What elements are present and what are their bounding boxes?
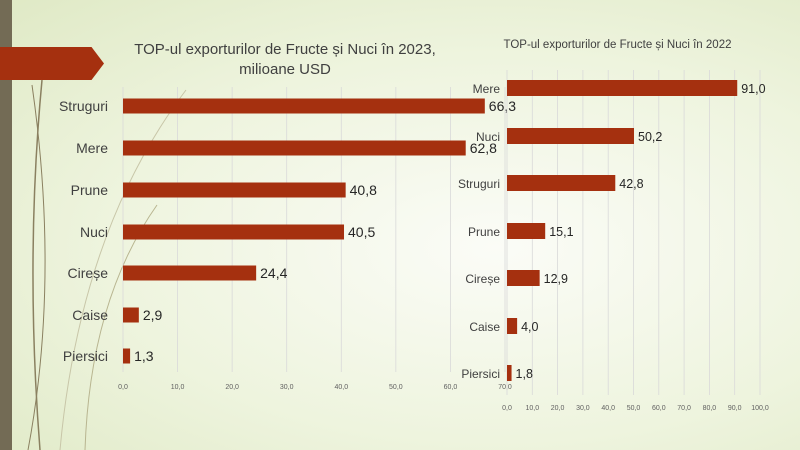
category-label: Caise [469, 320, 500, 334]
bar-cireșe [507, 270, 540, 286]
data-label: 42,8 [619, 177, 643, 191]
x-tick-label: 100,0 [751, 405, 769, 412]
data-label: 91,0 [741, 82, 765, 96]
x-tick-label: 30,0 [280, 384, 294, 391]
chart-2022-title: TOP-ul exporturilor de Fructe și Nuci în… [503, 39, 732, 51]
x-tick-label: 0,0 [502, 405, 512, 412]
chart-2023-title: TOP-ul exporturilor de Fructe și Nuci în… [110, 40, 460, 80]
data-label: 1,8 [516, 367, 533, 381]
category-label: Cireșe [465, 272, 500, 286]
category-label: Nuci [80, 224, 108, 240]
x-tick-label: 80,0 [703, 405, 717, 412]
category-label: Piersici [63, 348, 108, 364]
category-label: Mere [76, 140, 108, 156]
x-tick-label: 10,0 [525, 405, 539, 412]
x-tick-label: 30,0 [576, 405, 590, 412]
bar-mere [123, 140, 466, 156]
x-tick-label: 70,0 [677, 405, 691, 412]
bar-prune [507, 223, 546, 239]
data-label: 2,9 [143, 307, 163, 323]
title-arrow-shape [0, 47, 104, 80]
accent-stripe [0, 0, 12, 450]
bar-caise [123, 307, 139, 323]
category-label: Mere [473, 82, 501, 96]
data-label: 66,3 [489, 98, 516, 114]
x-tick-label: 0,0 [118, 384, 128, 391]
category-label: Cireșe [68, 265, 109, 281]
x-tick-label: 40,0 [334, 384, 348, 391]
bar-piersici [123, 348, 131, 364]
x-tick-label: 50,0 [389, 384, 403, 391]
bar-nuci [123, 224, 345, 240]
bar-struguri [123, 98, 485, 114]
bar-mere [507, 80, 738, 96]
bar-prune [123, 182, 346, 198]
x-tick-label: 60,0 [444, 384, 458, 391]
category-label: Prune [71, 182, 109, 198]
title-line-2: milioane USD [239, 61, 331, 78]
data-label: 24,4 [260, 265, 287, 281]
x-tick-label: 40,0 [601, 405, 615, 412]
x-tick-label: 90,0 [728, 405, 742, 412]
data-label: 62,8 [470, 140, 497, 156]
bar-caise [507, 318, 518, 334]
x-tick-label: 50,0 [627, 405, 641, 412]
title-line-1: TOP-ul exporturilor de Fructe și Nuci în… [134, 41, 436, 58]
data-label: 12,9 [544, 272, 568, 286]
category-label: Struguri [59, 98, 108, 114]
category-label: Piersici [461, 367, 500, 381]
data-label: 40,8 [350, 182, 377, 198]
data-label: 1,3 [134, 348, 154, 364]
category-label: Nuci [476, 130, 500, 144]
bar-struguri [507, 175, 616, 191]
x-tick-label: 20,0 [225, 384, 239, 391]
category-label: Struguri [458, 177, 500, 191]
data-label: 40,5 [348, 224, 375, 240]
bar-nuci [507, 128, 635, 144]
bar-piersici [507, 365, 512, 381]
data-label: 15,1 [549, 225, 573, 239]
bar-cireșe [123, 265, 257, 281]
x-tick-label: 20,0 [551, 405, 565, 412]
category-label: Caise [72, 307, 108, 323]
x-tick-label: 10,0 [171, 384, 185, 391]
x-tick-label: 70,0 [498, 384, 512, 391]
x-tick-label: 60,0 [652, 405, 666, 412]
data-label: 50,2 [638, 130, 662, 144]
data-label: 4,0 [521, 320, 538, 334]
category-label: Prune [468, 225, 500, 239]
